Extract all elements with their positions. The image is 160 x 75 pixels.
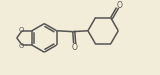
Text: O: O (19, 43, 24, 49)
Text: O: O (116, 1, 122, 10)
Text: O: O (19, 27, 24, 33)
Text: O: O (72, 43, 77, 52)
